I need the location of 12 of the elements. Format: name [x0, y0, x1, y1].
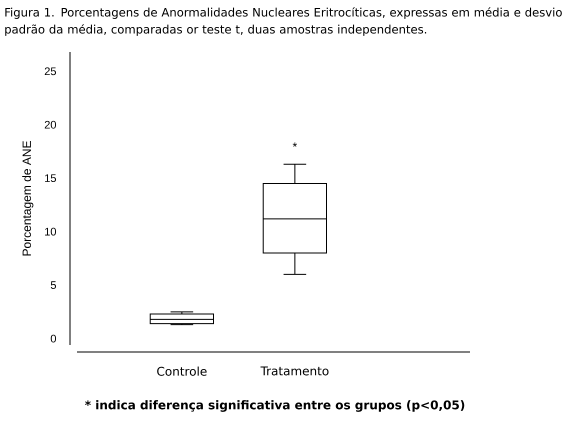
y-tick-label: 5 — [50, 281, 56, 289]
y-tick-label: 25 — [44, 67, 56, 76]
y-tick-label: 15 — [45, 174, 56, 182]
annotation: * — [292, 142, 298, 147]
y-tick-label: 10 — [45, 228, 56, 236]
y-axis-title: Porcentagem de ANE — [22, 141, 34, 256]
y-tick-label: 20 — [44, 120, 56, 129]
x-tick-label: Tratamento — [260, 366, 329, 376]
chart-title: Figura 1. Porcentagens de Anormalidades Nucleares Eritrocíticas, expressas em média e desvio padrão da média, comparadas or teste t, duas amostras independentes. — [5, 7, 562, 36]
x-tick-label: Controle — [157, 366, 207, 376]
y-tick-label: 0 — [50, 334, 56, 342]
text: * indica diferença significativa entre os grupos (p<0,05) — [85, 400, 464, 412]
